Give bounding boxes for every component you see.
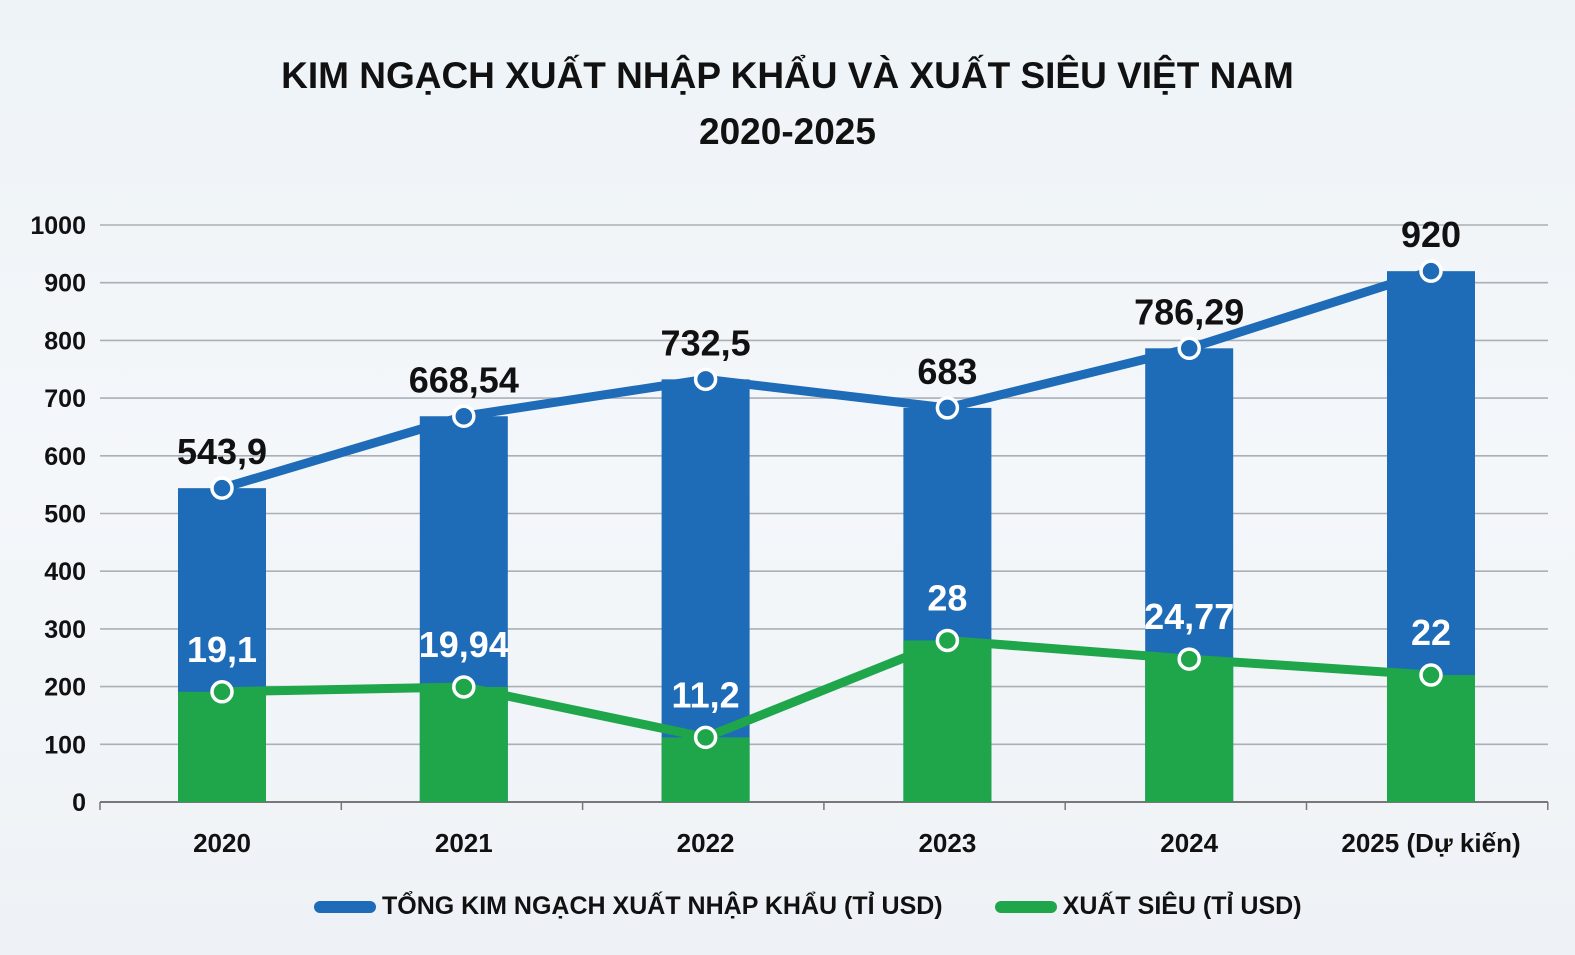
line-total — [220, 266, 1433, 493]
bar-surplus — [1387, 675, 1475, 802]
chart-title-line-2: 2020-2025 — [699, 111, 876, 152]
bar-surplus — [178, 691, 266, 802]
legend-swatch-total — [314, 900, 376, 913]
legend-label-total: TỔNG KIM NGẠCH XUẤT NHẬP KHẨU (TỈ USD) — [382, 892, 943, 920]
data-label-total: 683 — [917, 351, 977, 392]
point-total — [935, 396, 960, 420]
point-surplus — [693, 725, 718, 750]
data-label-surplus: 28 — [927, 577, 967, 618]
chart-title-line-1: KIM NGẠCH XUẤT NHẬP KHẨU VÀ XUẤT SIÊU VI… — [281, 55, 1294, 96]
point-total — [210, 476, 234, 500]
x-tick-label: 2024 — [1160, 828, 1218, 858]
y-tick-label: 500 — [44, 501, 86, 529]
y-tick-label: 200 — [44, 674, 86, 702]
y-tick-label: 0 — [72, 789, 86, 817]
line-surplus — [221, 635, 1432, 742]
data-label-total: 543,9 — [177, 431, 267, 472]
data-label-total: 732,5 — [661, 322, 751, 363]
data-label-surplus: 24,77 — [1144, 596, 1234, 637]
y-tick-label: 900 — [44, 270, 86, 298]
legend-label-surplus: XUẤT SIÊU (TỈ USD) — [1062, 892, 1302, 920]
y-tick-label: 300 — [44, 616, 86, 644]
y-tick-label: 400 — [44, 558, 86, 586]
y-tick-label: 1000 — [30, 212, 86, 240]
data-label-total: 920 — [1401, 214, 1461, 255]
legend-swatch-surplus — [994, 900, 1057, 913]
legend: TỔNG KIM NGẠCH XUẤT NHẬP KHẨU (TỈ USD) X… — [314, 892, 1302, 921]
data-label-total: 668,54 — [409, 359, 519, 400]
x-tick-label: 2020 — [193, 828, 251, 858]
data-label-surplus: 11,2 — [672, 674, 740, 715]
y-tick-label: 800 — [44, 327, 86, 355]
point-total — [693, 367, 718, 392]
point-surplus — [1177, 647, 1201, 671]
data-label-surplus: 22 — [1411, 612, 1451, 653]
bar-surplus — [1145, 659, 1234, 802]
data-label-surplus: 19,1 — [187, 629, 257, 670]
x-tick-label: 2022 — [677, 828, 735, 858]
point-surplus — [210, 680, 234, 704]
x-tick-label: 2023 — [918, 828, 976, 858]
data-label-surplus: 19,94 — [419, 624, 509, 665]
point-surplus — [1419, 663, 1443, 687]
point-surplus — [935, 628, 960, 653]
y-tick-label: 700 — [44, 385, 86, 413]
point-total — [452, 404, 476, 429]
point-total — [1419, 259, 1443, 283]
data-label-total: 786,29 — [1134, 291, 1244, 332]
point-surplus — [452, 675, 476, 699]
bar-surplus — [419, 686, 508, 802]
bar-surplus — [903, 640, 992, 802]
chart-title: KIM NGẠCH XUẤT NHẬP KHẨU VÀ XUẤT SIÊU VI… — [0, 48, 1575, 160]
y-tick-label: 100 — [44, 731, 86, 759]
x-tick-label: 2025 (Dự kiến) — [1341, 828, 1520, 858]
y-tick-label: 600 — [44, 443, 86, 471]
x-tick-label: 2021 — [435, 828, 493, 858]
point-total — [1177, 336, 1201, 361]
